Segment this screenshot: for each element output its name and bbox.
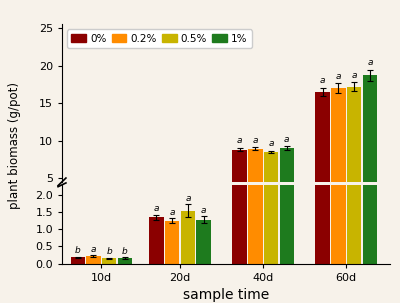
Bar bbox=[248, 149, 262, 215]
Bar bbox=[118, 258, 132, 264]
Bar bbox=[70, 214, 85, 215]
Text: a: a bbox=[170, 208, 175, 217]
Bar bbox=[316, 0, 330, 264]
X-axis label: sample time: sample time bbox=[183, 288, 269, 302]
Text: a: a bbox=[154, 204, 159, 213]
Bar bbox=[363, 0, 377, 264]
Text: a: a bbox=[367, 58, 373, 67]
Bar bbox=[331, 0, 346, 264]
Bar bbox=[280, 148, 294, 215]
Text: a: a bbox=[237, 136, 242, 145]
Text: a: a bbox=[336, 72, 341, 81]
Bar bbox=[86, 214, 101, 215]
Bar bbox=[316, 92, 330, 215]
Bar bbox=[165, 206, 180, 215]
Bar bbox=[102, 258, 116, 264]
Bar bbox=[232, 150, 247, 215]
Bar bbox=[331, 88, 346, 215]
Bar bbox=[347, 87, 361, 215]
Bar bbox=[232, 0, 247, 264]
Bar bbox=[165, 221, 180, 264]
Text: a: a bbox=[351, 71, 357, 80]
Bar bbox=[196, 220, 211, 264]
Bar bbox=[86, 256, 101, 264]
Bar bbox=[280, 0, 294, 264]
Legend: 0%, 0.2%, 0.5%, 1%: 0%, 0.2%, 0.5%, 1% bbox=[67, 29, 252, 48]
Text: a: a bbox=[252, 136, 258, 145]
Text: a: a bbox=[320, 76, 326, 85]
Text: plant biomass (g/pot): plant biomass (g/pot) bbox=[8, 82, 21, 209]
Bar bbox=[70, 258, 85, 264]
Bar bbox=[196, 206, 211, 215]
Bar bbox=[363, 75, 377, 215]
Bar bbox=[264, 152, 278, 215]
Text: a: a bbox=[201, 206, 206, 215]
Bar bbox=[149, 205, 164, 215]
Text: b: b bbox=[106, 247, 112, 256]
Bar bbox=[181, 211, 195, 264]
Text: a: a bbox=[284, 135, 290, 144]
Bar bbox=[264, 0, 278, 264]
Text: a: a bbox=[91, 245, 96, 254]
Bar bbox=[181, 204, 195, 215]
Bar bbox=[118, 214, 132, 215]
Bar bbox=[248, 0, 262, 264]
Text: b: b bbox=[122, 247, 128, 256]
Text: a: a bbox=[268, 139, 274, 148]
Bar bbox=[347, 0, 361, 264]
Text: b: b bbox=[75, 246, 81, 255]
Text: a: a bbox=[185, 194, 191, 203]
Bar bbox=[149, 217, 164, 264]
